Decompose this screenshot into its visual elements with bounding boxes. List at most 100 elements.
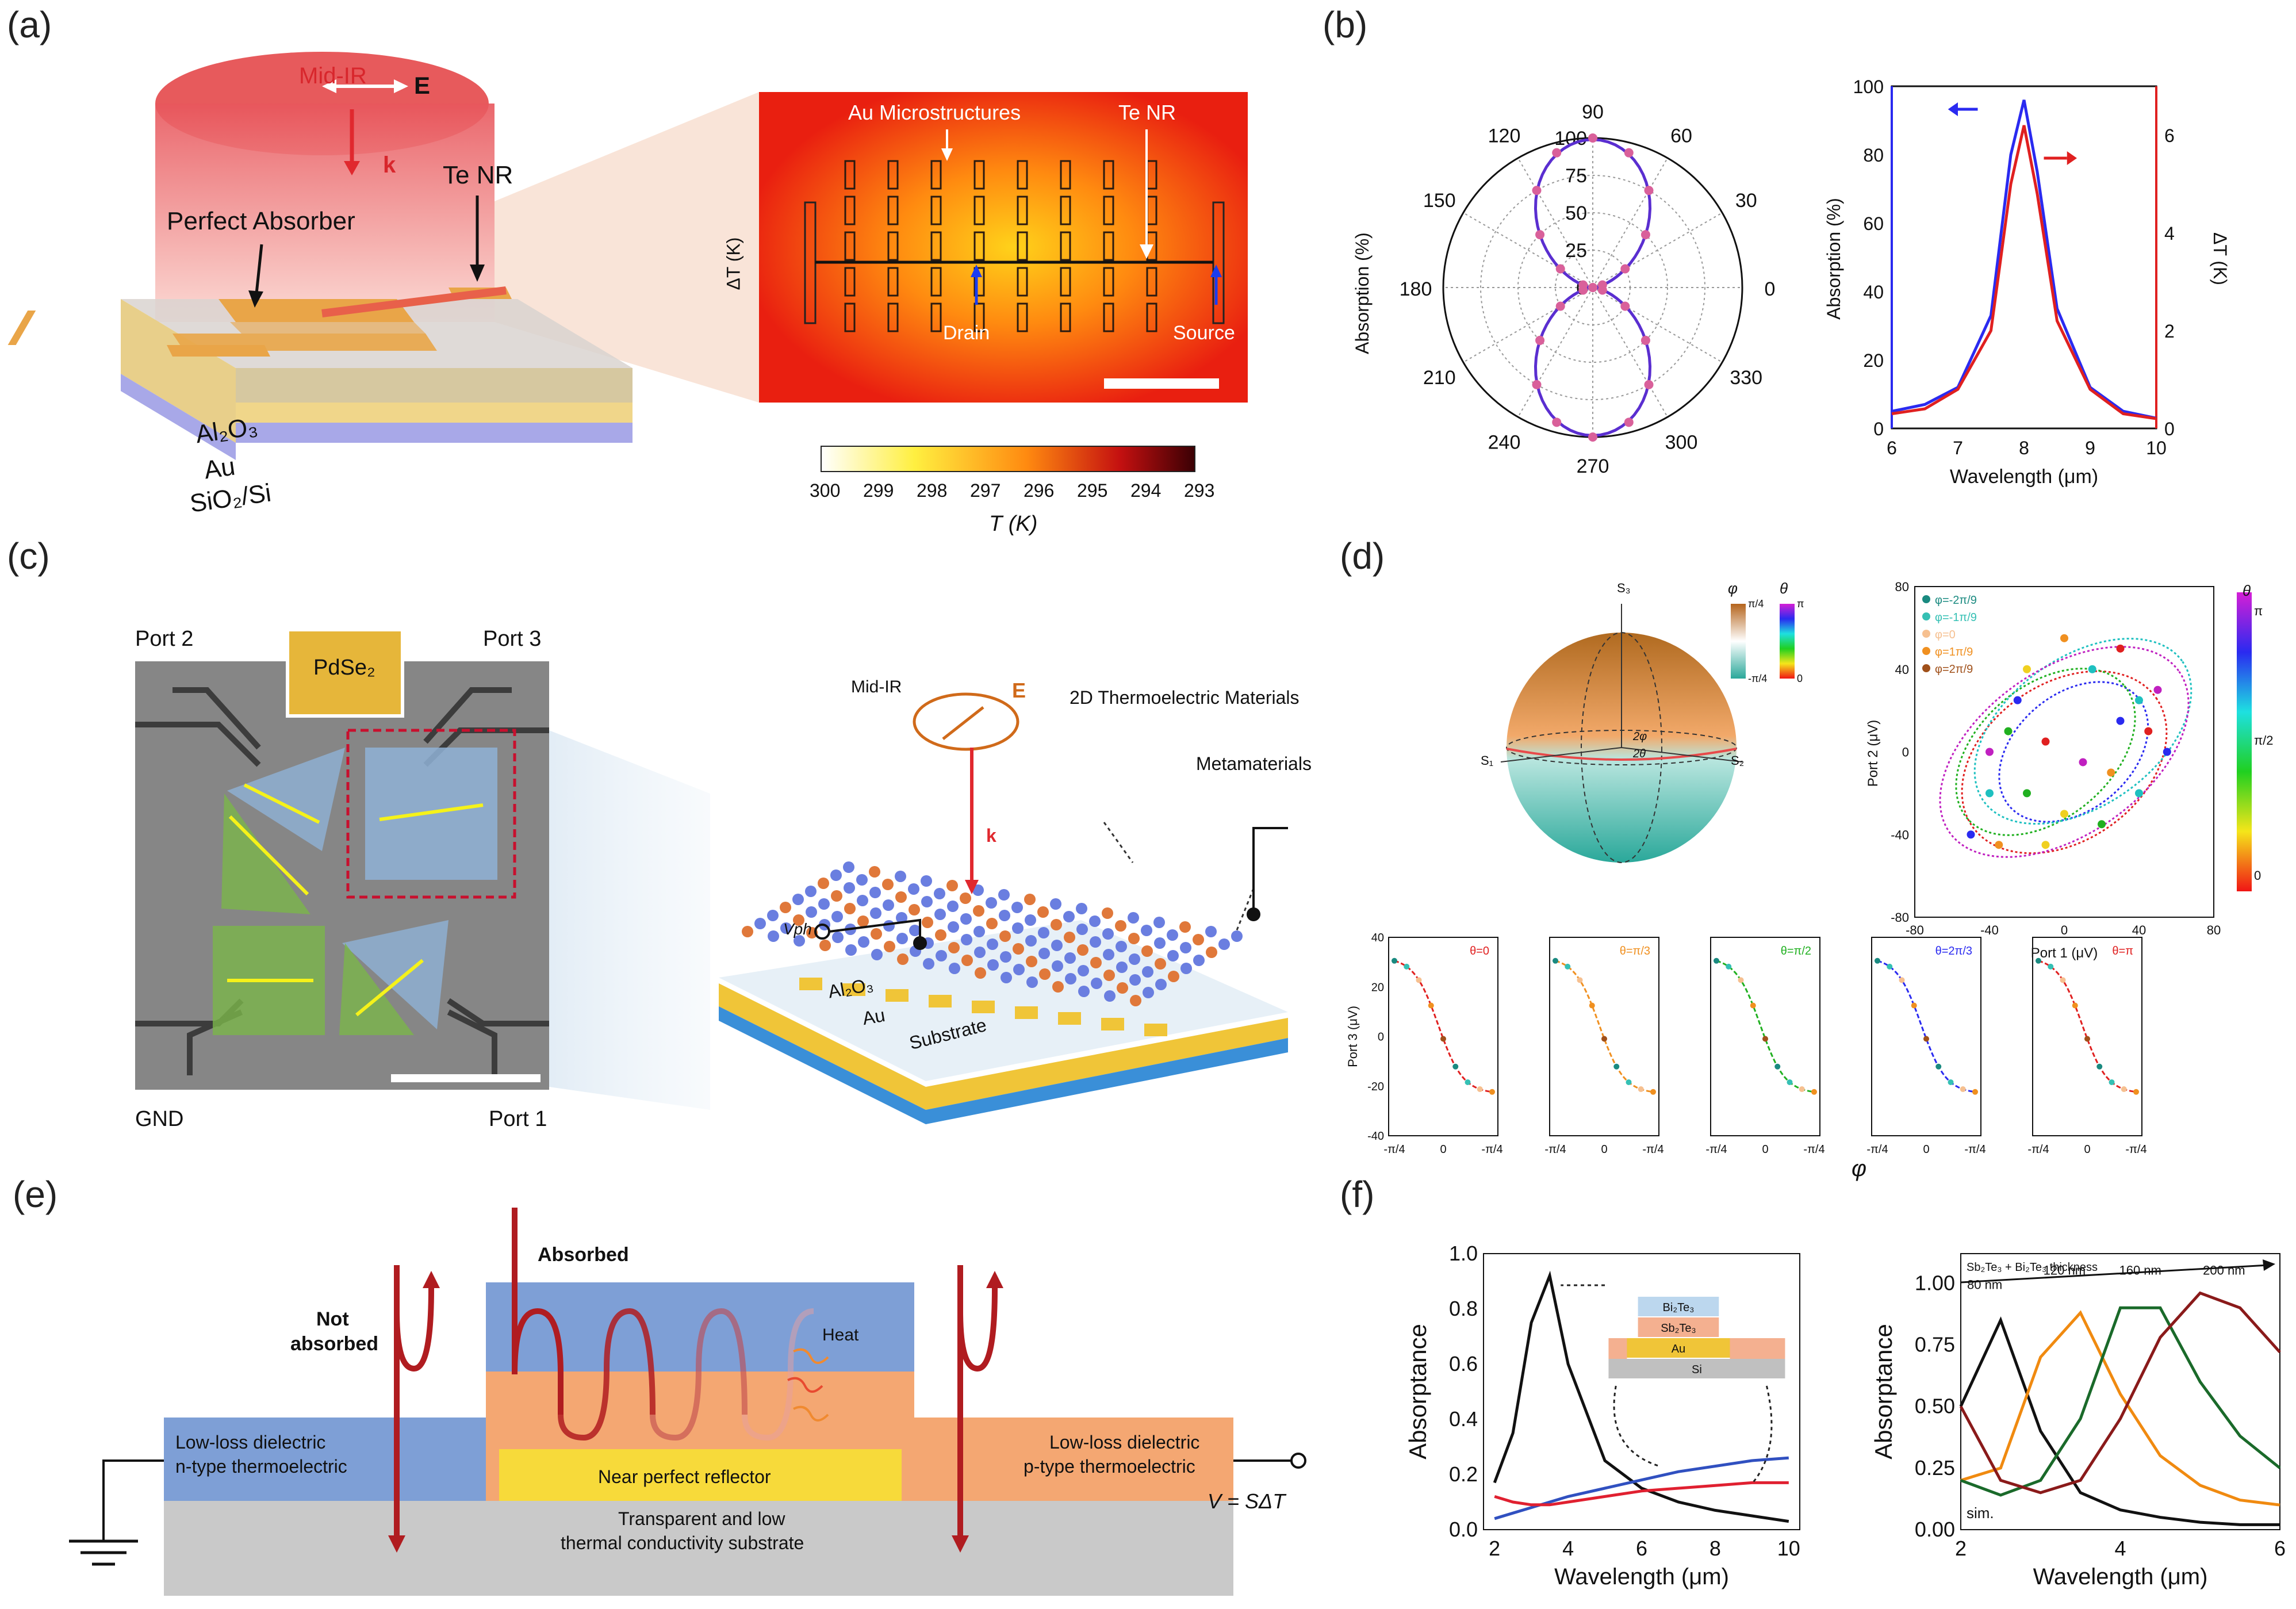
polar-data-point — [1555, 264, 1565, 274]
deltaT-line — [1891, 125, 2157, 420]
polar-spoke — [1463, 287, 1593, 363]
panel-e — [69, 1208, 1306, 1596]
atom — [1038, 948, 1050, 959]
atom — [1193, 934, 1204, 945]
c-thermo: 2D Thermoelectric Materials — [1070, 687, 1300, 708]
atom — [793, 914, 804, 926]
atom — [767, 910, 779, 921]
f-right-y-tick: 0.00 — [1915, 1518, 1955, 1541]
port3-point — [1638, 1086, 1644, 1093]
spec-right-tick: 4 — [2164, 223, 2175, 244]
c-au: Au — [861, 1004, 887, 1029]
au-microstructure — [1103, 267, 1114, 297]
atom — [792, 894, 804, 905]
atom — [1154, 937, 1166, 949]
a-au-micro: Au Microstructures — [848, 101, 1021, 124]
atom — [845, 944, 857, 956]
spec-x-tick: 9 — [2085, 438, 2095, 458]
au-microstructure — [930, 196, 942, 225]
e-left-box-1: Low-loss dielectric — [175, 1432, 326, 1453]
scatter-ellipse — [1939, 646, 2190, 858]
atom — [830, 869, 842, 881]
spec-x-tick: 10 — [2146, 438, 2167, 458]
port3-point — [1899, 977, 1905, 983]
au-microstructure — [1103, 302, 1114, 332]
scatter-xlabel: Port 1 (μV) — [2031, 945, 2098, 961]
d-theta: θ — [1780, 580, 1788, 597]
port3-point — [1726, 963, 1732, 970]
port3-point — [1613, 1063, 1620, 1070]
atom — [1129, 953, 1140, 965]
f-stack-label: Sb₂Te₃ — [1661, 1322, 1696, 1335]
f-stack-layer — [1623, 1338, 1734, 1358]
atom — [1143, 987, 1154, 998]
atom — [896, 912, 907, 924]
a-k: k — [383, 152, 396, 178]
scatter-y-tick: 40 — [1895, 662, 1909, 677]
atom — [896, 933, 908, 944]
panel-c — [135, 628, 1288, 1124]
atom — [1000, 951, 1011, 963]
scatter-ylabel: Port 2 (μV) — [1865, 720, 1881, 787]
port3-frame — [1549, 937, 1659, 1136]
spec-left-tick: 40 — [1863, 282, 1884, 302]
atom — [1179, 921, 1191, 933]
atom — [1012, 922, 1024, 934]
port3-x-tick: -π/4 — [1705, 1143, 1727, 1156]
port3-x-tick: -π/4 — [1803, 1143, 1824, 1156]
scatter-point — [2135, 696, 2143, 704]
atom — [946, 880, 958, 891]
au-microstructure — [887, 302, 899, 332]
port3-point — [2084, 1036, 2090, 1042]
e-voltage: V = SΔT — [1208, 1489, 1286, 1513]
atom — [1089, 915, 1101, 927]
polar-angle-label: 150 — [1423, 190, 1456, 212]
scatter-legend-marker — [1922, 664, 1930, 672]
port3-point — [1626, 1079, 1632, 1085]
atom — [805, 886, 817, 897]
scatter-frame — [1914, 586, 2214, 918]
colorbar-tick: 300 — [810, 480, 841, 501]
port3-x-tick: 0 — [1923, 1143, 1929, 1156]
f-stack-wing-left — [1608, 1338, 1627, 1359]
d-zero-2: 0 — [2254, 868, 2261, 883]
spec-ylabel-right: ΔT (K) — [2210, 232, 2230, 285]
d-phi-axis: φ — [1852, 1156, 1867, 1181]
atom — [818, 878, 829, 889]
au-microstructure — [1103, 196, 1114, 225]
d-s3: S₃ — [1617, 581, 1631, 595]
scatter-x-tick: -80 — [1906, 923, 1924, 937]
atom — [857, 895, 868, 906]
f-left-line-red — [1494, 1481, 1789, 1507]
atom — [1193, 955, 1205, 966]
scatter-point — [2135, 789, 2143, 798]
scatter-point — [2088, 665, 2096, 673]
polar-spoke — [1517, 287, 1593, 417]
polar-data-point — [1552, 417, 1562, 427]
scatter-point — [2060, 810, 2068, 818]
port3-point — [1428, 1002, 1434, 1009]
spec-right-tick: 6 — [2164, 125, 2175, 146]
atom — [1052, 960, 1063, 972]
port3-x-tick: -π/4 — [1866, 1143, 1888, 1156]
port3-fit — [1394, 960, 1493, 1093]
port3-point — [1935, 1063, 1942, 1070]
atom — [1051, 919, 1062, 930]
atom — [1091, 978, 1102, 989]
port3-point — [1738, 977, 1744, 983]
metamaterial-bar — [1058, 1012, 1081, 1025]
atom — [1130, 995, 1141, 1006]
spec-frame — [1891, 85, 2157, 430]
port3-point — [2048, 963, 2054, 970]
f-right-plot: 0.00 0.25 0.50 0.75 1.00 2 4 6 Wavelength (μm) Ab… — [1870, 1253, 2286, 1589]
atom — [1025, 935, 1037, 947]
atom — [1168, 971, 1179, 982]
e-substrate-2: thermal conductivity substrate — [561, 1533, 804, 1553]
au-microstructure — [1060, 196, 1071, 225]
f-right-x-tick: 6 — [2274, 1537, 2286, 1560]
atom — [1026, 976, 1038, 988]
atom — [831, 890, 842, 902]
f-stack-layer — [1638, 1317, 1719, 1337]
port3-fit — [1716, 960, 1815, 1093]
